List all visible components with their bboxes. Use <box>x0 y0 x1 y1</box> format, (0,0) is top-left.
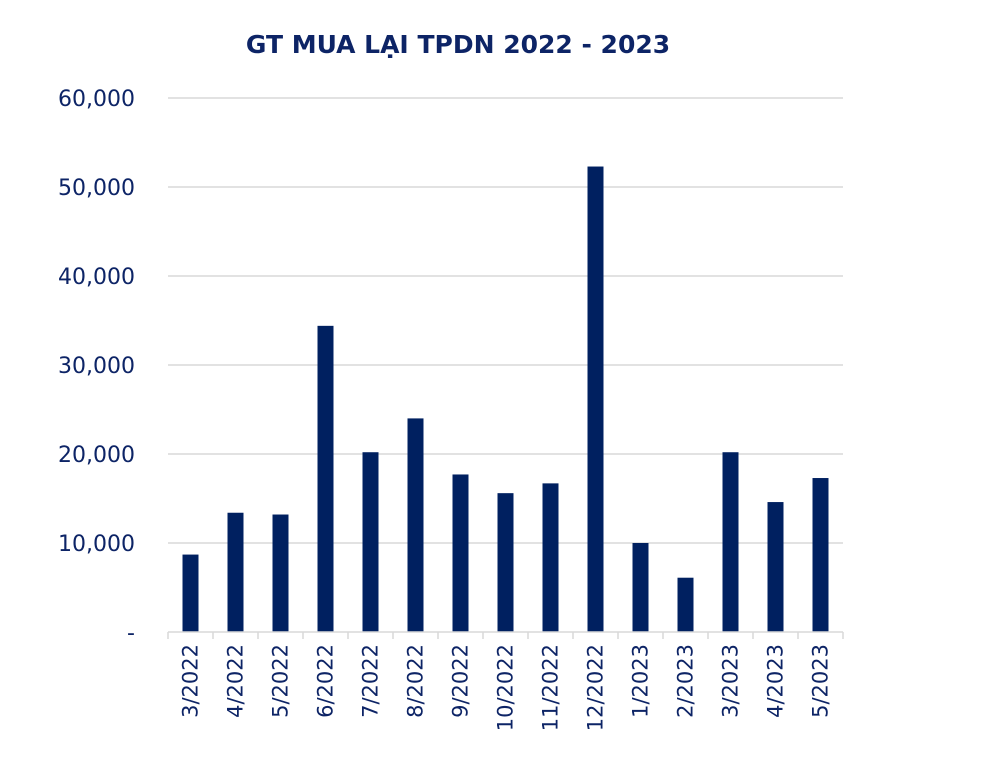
x-tick-label: 3/2022 <box>179 644 203 718</box>
x-tick-label: 3/2023 <box>719 644 743 718</box>
x-tick-label: 9/2022 <box>449 644 473 718</box>
bars <box>182 166 829 632</box>
bar-5-2022 <box>272 514 289 632</box>
x-tick-label: 10/2022 <box>494 644 518 731</box>
x-tick-label: 4/2022 <box>224 644 248 718</box>
y-axis-ticks: - 10,000 20,000 30,000 40,000 50,000 60,000 <box>58 87 135 646</box>
x-tick-label: 6/2022 <box>314 644 338 718</box>
x-tick-label: 8/2022 <box>404 644 428 718</box>
y-tick-label: 10,000 <box>58 532 135 557</box>
x-tick-label: 11/2022 <box>539 644 563 731</box>
x-tick-label: 12/2022 <box>584 644 608 731</box>
y-tick-label: 30,000 <box>58 354 135 379</box>
gridlines <box>168 97 843 544</box>
y-tick-label: 60,000 <box>58 87 135 112</box>
chart-title: GT MUA LẠI TPDN 2022 - 2023 <box>246 30 670 59</box>
x-tick-label: 5/2022 <box>269 644 293 718</box>
bar-4-2022 <box>227 512 244 632</box>
bar-10-2022 <box>497 493 514 632</box>
y-tick-label: 50,000 <box>58 176 135 201</box>
bar-12-2022 <box>587 166 604 632</box>
bar-4-2023 <box>767 502 784 632</box>
y-tick-label: 20,000 <box>58 443 135 468</box>
bar-11-2022 <box>542 483 559 632</box>
bar-8-2022 <box>407 418 424 632</box>
y-tick-label: - <box>127 621 135 646</box>
x-tick-label: 1/2023 <box>629 644 653 718</box>
x-tick-label: 2/2023 <box>674 644 698 718</box>
bar-1-2023 <box>632 543 649 632</box>
bar-5-2023 <box>812 478 829 632</box>
bar-6-2022 <box>317 325 334 632</box>
x-axis: 3/2022 4/2022 5/2022 6/2022 7/2022 8/2022 9/20… <box>167 631 844 731</box>
bar-9-2022 <box>452 474 469 632</box>
bar-3-2022 <box>182 554 199 632</box>
bar-7-2022 <box>362 452 379 632</box>
bar-2-2023 <box>677 577 694 632</box>
x-tick-label: 7/2022 <box>359 644 383 718</box>
x-tick-label: 4/2023 <box>764 644 788 718</box>
x-tick-label: 5/2023 <box>809 644 833 718</box>
y-tick-label: 40,000 <box>58 265 135 290</box>
bar-3-2023 <box>722 452 739 632</box>
